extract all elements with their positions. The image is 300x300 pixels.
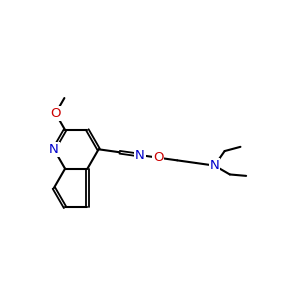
Text: N: N	[210, 159, 219, 172]
Text: N: N	[135, 148, 145, 162]
Text: N: N	[49, 143, 59, 156]
Text: O: O	[153, 151, 164, 164]
Text: O: O	[50, 107, 61, 120]
